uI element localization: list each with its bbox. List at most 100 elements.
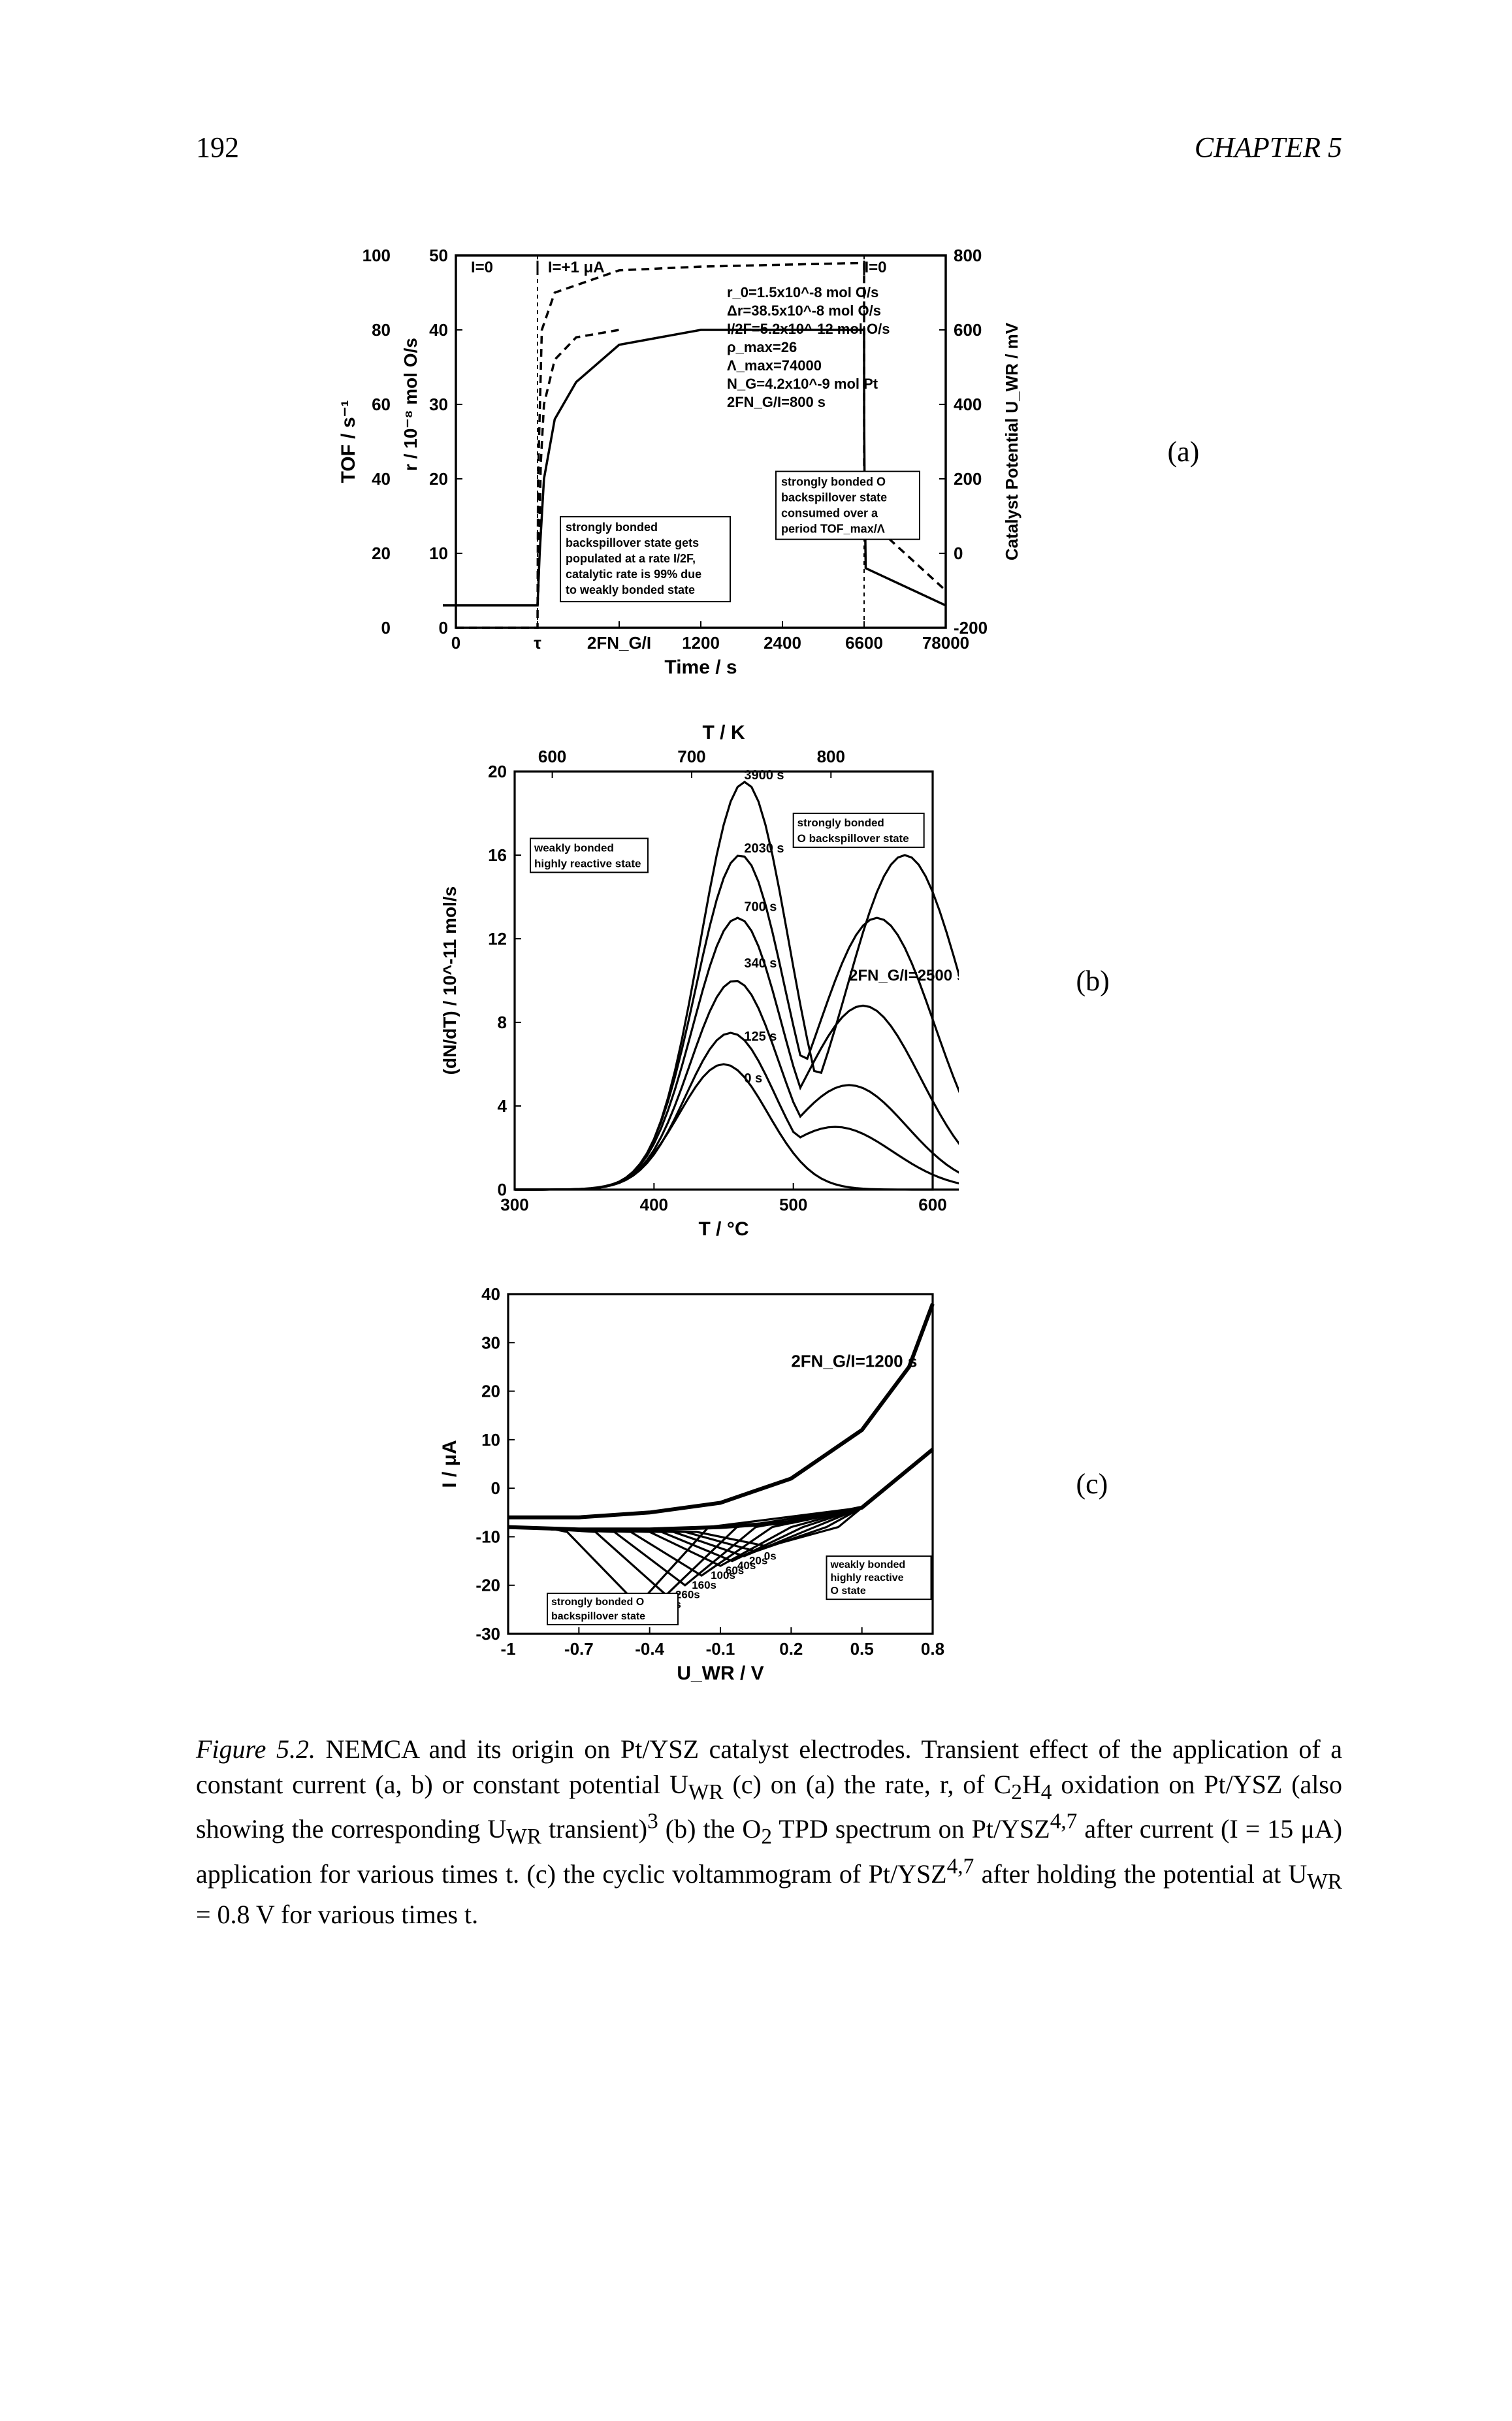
svg-text:-0.7: -0.7 [564,1639,593,1659]
panel-c-wrap: -1-0.7-0.4-0.10.20.50.8U_WR / V-30-20-10… [280,1275,1259,1693]
svg-text:4: 4 [497,1096,507,1116]
svg-text:600: 600 [538,747,566,766]
svg-text:-200: -200 [954,618,988,638]
svg-text:50: 50 [429,246,448,265]
svg-text:U_WR / V: U_WR / V [677,1663,764,1684]
svg-text:20: 20 [488,762,507,781]
svg-text:Catalyst Potential U_WR / mV: Catalyst Potential U_WR / mV [1002,322,1021,561]
svg-text:100: 100 [362,246,390,265]
svg-text:0: 0 [491,1478,500,1498]
svg-text:200: 200 [954,469,982,489]
svg-text:strongly bonded: strongly bonded [566,521,658,534]
svg-text:400: 400 [954,395,982,414]
svg-text:to weakly bonded state: to weakly bonded state [566,583,695,596]
svg-text:I=+1 μA: I=+1 μA [547,259,604,276]
panel-c-label: (c) [1076,1467,1116,1501]
svg-text:20: 20 [481,1382,500,1401]
page-number: 192 [196,131,239,164]
svg-text:40: 40 [372,469,391,489]
svg-text:T / K: T / K [702,722,745,743]
svg-text:-0.1: -0.1 [705,1639,735,1659]
svg-text:2FN_G/I=1200 s: 2FN_G/I=1200 s [791,1351,917,1371]
svg-text:TOF / s⁻¹: TOF / s⁻¹ [338,400,359,483]
svg-text:10: 10 [481,1430,500,1450]
svg-text:20: 20 [372,544,391,563]
svg-text:weakly bonded: weakly bonded [829,1559,905,1570]
svg-text:2FN_G/I=800 s: 2FN_G/I=800 s [727,394,826,410]
panel-a-chart: 0τ2FN_G/I12002400660078000Time / s010203… [332,216,1050,687]
panel-a-wrap: 0τ2FN_G/I12002400660078000Time / s010203… [280,216,1259,687]
svg-text:T / °C: T / °C [698,1218,748,1240]
svg-text:populated at a rate I/2F,: populated at a rate I/2F, [566,552,696,565]
chapter-label: CHAPTER 5 [1195,131,1342,164]
svg-text:r / 10⁻⁸ mol O/s: r / 10⁻⁸ mol O/s [400,338,421,471]
svg-text:backspillover state gets: backspillover state gets [566,536,699,549]
svg-text:strongly bonded: strongly bonded [797,817,884,829]
svg-text:400: 400 [639,1195,668,1214]
svg-text:0: 0 [451,633,460,653]
svg-text:40: 40 [481,1284,500,1304]
page: 192 CHAPTER 5 0τ2FN_G/I12002400660078000… [0,0,1512,2421]
svg-text:N_G=4.2x10^-9 mol Pt: N_G=4.2x10^-9 mol Pt [727,376,878,392]
svg-text:10: 10 [429,544,448,563]
svg-text:I=0: I=0 [470,259,492,276]
svg-text:30: 30 [481,1333,500,1352]
figure-5-2: 0τ2FN_G/I12002400660078000Time / s010203… [280,216,1259,1693]
svg-text:-0.4: -0.4 [635,1639,664,1659]
svg-text:τ: τ [534,633,541,653]
svg-text:I=0: I=0 [864,259,886,276]
svg-text:0 s: 0 s [744,1071,762,1086]
svg-text:16: 16 [488,845,507,865]
svg-text:3900 s: 3900 s [744,768,784,783]
panel-c-chart: -1-0.7-0.4-0.10.20.50.8U_WR / V-30-20-10… [423,1275,959,1693]
svg-text:800: 800 [954,246,982,265]
page-header: 192 CHAPTER 5 [196,131,1342,164]
svg-text:strongly bonded O: strongly bonded O [551,1597,644,1608]
svg-text:ρ_max=26: ρ_max=26 [727,339,797,355]
svg-text:125 s: 125 s [744,1030,777,1044]
svg-text:8: 8 [497,1013,506,1032]
svg-text:340 s: 340 s [744,956,777,971]
svg-text:O backspillover state: O backspillover state [797,832,909,845]
svg-text:strongly bonded O: strongly bonded O [781,476,886,489]
svg-text:0: 0 [954,544,963,563]
svg-text:0.5: 0.5 [850,1639,873,1659]
caption-body: NEMCA and its origin on Pt/YSZ catalyst … [196,1734,1342,1929]
caption-lead: Figure 5.2. [196,1734,315,1764]
svg-text:-30: -30 [475,1624,500,1644]
svg-text:40: 40 [429,320,448,340]
svg-text:6600: 6600 [845,633,883,653]
figure-caption: Figure 5.2. NEMCA and its origin on Pt/Y… [196,1732,1342,1932]
svg-text:Δr=38.5x10^-8 mol O/s: Δr=38.5x10^-8 mol O/s [727,302,881,319]
svg-text:80: 80 [372,320,391,340]
svg-text:600: 600 [918,1195,946,1214]
panel-b-label: (b) [1076,964,1116,998]
svg-text:600: 600 [954,320,982,340]
svg-text:800: 800 [816,747,844,766]
svg-text:700 s: 700 s [744,900,777,915]
svg-text:I/2F=5.2x10^-12 mol O/s: I/2F=5.2x10^-12 mol O/s [727,321,890,337]
svg-text:1200: 1200 [682,633,720,653]
svg-text:0: 0 [381,618,390,638]
svg-text:2030 s: 2030 s [744,841,784,856]
svg-text:catalytic rate is 99% due: catalytic rate is 99% due [566,568,701,581]
svg-text:highly reactive: highly reactive [830,1572,903,1584]
svg-text:30: 30 [429,395,448,414]
svg-text:60: 60 [372,395,391,414]
svg-text:700: 700 [677,747,705,766]
panel-b-wrap: 300400500600T / °C600700800T / K04812162… [280,713,1259,1248]
svg-text:20: 20 [429,469,448,489]
svg-text:-10: -10 [475,1527,500,1546]
svg-text:500: 500 [779,1195,807,1214]
svg-text:weakly bonded: weakly bonded [534,841,614,854]
svg-text:-20: -20 [475,1576,500,1595]
svg-text:backspillover state: backspillover state [781,491,887,504]
svg-text:O state: O state [830,1585,865,1597]
svg-text:Λ_max=74000: Λ_max=74000 [727,357,822,374]
svg-text:(dN/dT) / 10^-11 mol/s: (dN/dT) / 10^-11 mol/s [440,886,460,1075]
svg-text:backspillover state: backspillover state [551,1611,645,1622]
svg-text:r_0=1.5x10^-8 mol O/s: r_0=1.5x10^-8 mol O/s [727,284,878,301]
svg-text:I / μA: I / μA [439,1440,460,1487]
svg-text:0: 0 [497,1180,506,1199]
panel-b-chart: 300400500600T / °C600700800T / K04812162… [423,713,959,1248]
